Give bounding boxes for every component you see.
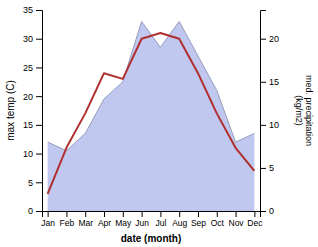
tick-label: 20 (269, 34, 279, 44)
tick: 15 (23, 120, 42, 130)
tick-label: Aug (172, 218, 187, 228)
tick: 10 (23, 149, 42, 159)
line (48, 33, 255, 194)
tick-mark (48, 211, 49, 217)
tick-label: 30 (23, 34, 33, 44)
tick-label: 20 (23, 92, 33, 102)
tick: 15 (260, 77, 279, 87)
tick-label: 10 (23, 149, 33, 159)
tick: 0 (28, 206, 42, 216)
tick: Mar (78, 211, 93, 228)
tick-mark (260, 168, 266, 169)
tick-mark (260, 39, 266, 40)
y2-axis-title-line: (kg/m2) (294, 95, 304, 126)
tick-mark (36, 211, 42, 212)
tick: Jul (155, 211, 166, 228)
tick: Apr (98, 211, 111, 228)
tick-label: 5 (28, 178, 33, 188)
tick-mark (36, 10, 42, 11)
plot-area: Jan FebMar Apr MayJun Jul Aug Sep Oct NovDec 0 5 10… (5, 5, 314, 244)
tick-label: 0 (28, 206, 33, 216)
axis-line (36, 11, 43, 212)
y-axis-title: max temp (C) (5, 80, 16, 141)
tick-label: Jul (155, 218, 166, 228)
y2-axis-title: med. precipitation(kg/m2) (294, 75, 314, 146)
tick-label: Mar (78, 218, 93, 228)
tick: Jun (135, 211, 149, 228)
tick-label: Sep (191, 218, 206, 228)
tick-mark (36, 125, 42, 126)
tick-mark (160, 211, 161, 217)
tick-mark (260, 125, 266, 126)
tick-mark (236, 211, 237, 217)
tick: 0 (260, 206, 274, 216)
tick-label: 35 (23, 5, 33, 15)
tick: 30 (23, 34, 42, 44)
tick-mark (36, 182, 42, 183)
tick-label: May (115, 218, 132, 228)
tick: 20 (260, 34, 279, 44)
tick-mark (260, 211, 266, 212)
x-axis: Jan FebMar Apr MayJun Jul Aug Sep Oct NovDec (41, 211, 263, 228)
tick-label: 15 (269, 77, 279, 87)
tick-mark (85, 211, 86, 217)
tick: Oct (211, 211, 225, 228)
area-fill (48, 21, 255, 211)
tick: Sep (191, 211, 206, 228)
tick: 35 (23, 5, 42, 15)
tick: Aug (172, 211, 187, 228)
area-outline (48, 21, 255, 150)
axis-line (261, 11, 267, 212)
tick-label: Nov (229, 218, 245, 228)
tick: 5 (260, 163, 274, 173)
tick-mark (142, 211, 143, 217)
tick: 20 (23, 92, 42, 102)
tick-mark (104, 211, 105, 217)
tick-mark (66, 211, 67, 217)
tick-mark (217, 211, 218, 217)
tick-label: Apr (98, 218, 111, 228)
tick-label: 10 (269, 120, 279, 130)
axis-line (43, 212, 261, 218)
x-axis-title: date (month) (121, 233, 182, 244)
chart-svg: Jan FebMar Apr MayJun Jul Aug Sep Oct NovDec 0 5 10… (0, 0, 318, 247)
tick-mark (198, 211, 199, 217)
tick-label: 15 (23, 120, 33, 130)
tick-mark (179, 211, 180, 217)
tick-label: 0 (269, 206, 274, 216)
y-axis: 0 5 10 15 20 25 30 35 (23, 5, 43, 216)
tick: 10 (260, 120, 279, 130)
chart-container: Jan FebMar Apr MayJun Jul Aug Sep Oct NovDec 0 5 10… (0, 0, 318, 247)
tick-mark (36, 96, 42, 97)
tick-mark (260, 82, 266, 83)
tick: Nov (229, 211, 245, 228)
tick: 25 (23, 63, 42, 73)
tick-label: Jun (135, 218, 149, 228)
tick-label: Feb (60, 218, 75, 228)
y2-axis-title-line: med. precipitation (304, 75, 314, 146)
tick-mark (254, 211, 255, 217)
tick-mark (36, 154, 42, 155)
marks (48, 21, 255, 211)
tick-label: Dec (247, 218, 263, 228)
tick: Feb (60, 211, 75, 228)
tick-label: Oct (211, 218, 225, 228)
tick-mark (36, 39, 42, 40)
y2-axis: 0 5 10 15 20 (260, 11, 279, 217)
tick: 5 (28, 178, 42, 188)
tick: May (115, 211, 132, 228)
tick: Jan (41, 211, 55, 228)
tick-label: 5 (269, 163, 274, 173)
tick-label: Jan (41, 218, 55, 228)
tick-label: 25 (23, 63, 33, 73)
tick-mark (123, 211, 124, 217)
tick-mark (36, 67, 42, 68)
tick: Dec (247, 211, 263, 228)
